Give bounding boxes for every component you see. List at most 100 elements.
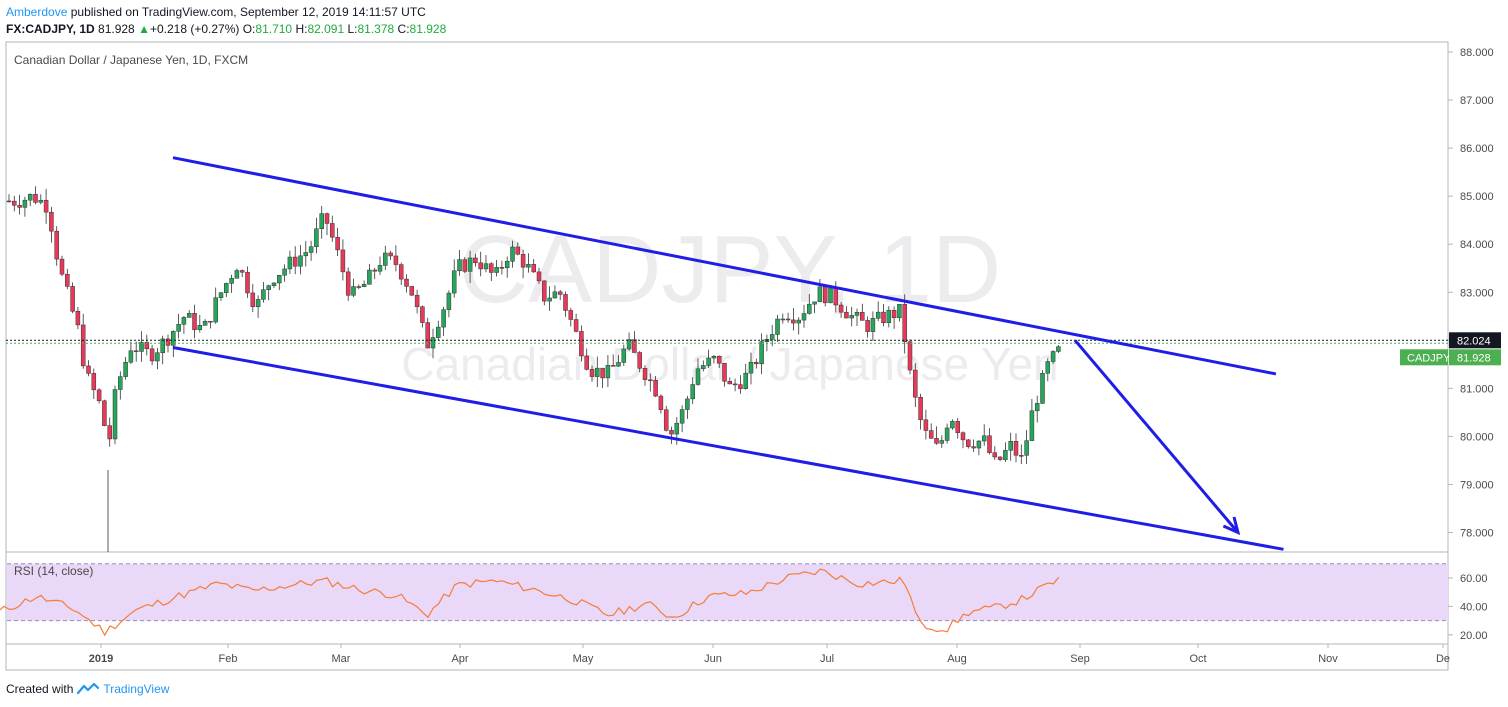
candle	[568, 310, 574, 320]
candle	[1050, 351, 1056, 362]
candle	[822, 286, 828, 304]
candle	[1056, 346, 1061, 352]
candle	[807, 303, 812, 314]
candle	[706, 357, 711, 366]
rsi-tick-label: 20.00	[1460, 630, 1488, 642]
candle	[981, 435, 987, 442]
candle	[340, 249, 346, 273]
candle	[690, 384, 695, 400]
candle	[65, 273, 70, 287]
candle	[351, 286, 356, 296]
candle	[812, 301, 817, 305]
price-tick-label: 86.000	[1460, 143, 1494, 155]
rsi-tick-label: 40.00	[1460, 601, 1488, 613]
candle	[197, 325, 203, 331]
candle	[224, 283, 229, 293]
candle	[107, 425, 112, 440]
candle	[928, 430, 934, 439]
close-price-label: 81.928	[1457, 352, 1491, 364]
candle	[277, 274, 282, 284]
close-value: 81.928	[409, 22, 447, 36]
candle	[261, 289, 266, 300]
candles	[6, 186, 1448, 552]
candle	[785, 318, 791, 321]
candle	[473, 257, 478, 264]
candle	[171, 331, 176, 346]
candle	[414, 294, 420, 307]
candle	[377, 265, 383, 272]
candle	[573, 319, 579, 332]
candle	[149, 348, 155, 362]
candle	[282, 268, 287, 276]
candle	[679, 409, 685, 424]
candle	[732, 383, 738, 386]
candle	[1045, 361, 1051, 374]
candle	[913, 369, 918, 398]
footer: Created with TradingView	[6, 682, 169, 696]
candle	[828, 287, 833, 304]
candle	[49, 211, 54, 232]
candle	[499, 267, 505, 269]
candle	[875, 311, 881, 319]
candle	[865, 320, 870, 332]
candle	[192, 313, 197, 331]
candle	[356, 286, 362, 288]
candle	[886, 309, 892, 324]
candle	[542, 280, 547, 302]
time-tick-label: Apr	[451, 653, 468, 665]
tradingview-link[interactable]: TradingView	[103, 682, 170, 696]
price-tick-label: 87.000	[1460, 95, 1494, 107]
candle	[308, 246, 314, 253]
candle	[663, 409, 669, 431]
author-link[interactable]: Amberdove	[6, 5, 68, 19]
candle	[632, 339, 637, 353]
candle	[748, 361, 754, 374]
candle	[902, 304, 907, 342]
candle	[467, 257, 473, 272]
candle	[621, 348, 627, 363]
candle	[600, 367, 605, 379]
candle	[711, 355, 717, 359]
symbol-price-tag: CADJPY	[1407, 352, 1451, 364]
candle	[383, 252, 388, 266]
candle	[54, 230, 59, 260]
candle	[388, 252, 393, 257]
candle	[17, 205, 22, 208]
candle	[653, 379, 658, 397]
price-tick-label: 88.000	[1460, 47, 1494, 59]
candle	[976, 440, 982, 449]
time-tick-label: Oct	[1189, 653, 1206, 665]
close-label: C:	[397, 22, 410, 36]
candle	[404, 278, 409, 287]
rsi-band	[7, 563, 1448, 621]
price-chart[interactable]: CADJPY, 1D Canadian Dollar / Japanese Ye…	[0, 0, 1508, 680]
candle	[738, 384, 743, 389]
candle	[674, 422, 680, 435]
candle	[595, 367, 600, 377]
candle	[775, 318, 780, 335]
time-tick-label: Jun	[704, 653, 722, 665]
candle	[849, 315, 854, 319]
candle	[22, 199, 28, 208]
candle	[483, 263, 489, 270]
candle	[38, 199, 44, 203]
candle	[510, 246, 515, 262]
change-value: +0.218 (+0.27%)	[149, 22, 240, 36]
candle	[160, 338, 165, 353]
candle	[992, 452, 998, 458]
last-price: 81.928	[98, 22, 135, 36]
watermark-symbol: CADJPY, 1D	[459, 216, 1001, 323]
candle	[695, 368, 701, 385]
candle	[1029, 410, 1035, 441]
time-tick-label: Mar	[332, 653, 351, 665]
candle	[844, 311, 849, 319]
candle	[436, 326, 441, 338]
candle	[897, 304, 902, 319]
price-labels: 82.024 CADJPY 81.928	[1400, 332, 1501, 366]
time-tick-label: De	[1436, 653, 1450, 665]
open-value: 81.710	[255, 22, 293, 36]
candle	[208, 320, 213, 323]
candle	[393, 255, 399, 265]
candle	[759, 341, 764, 365]
candle	[91, 373, 97, 391]
